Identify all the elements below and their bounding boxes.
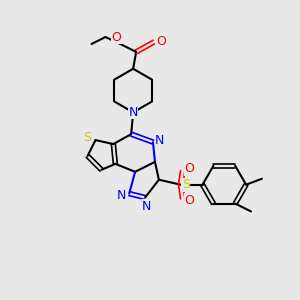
Text: N: N — [117, 189, 126, 202]
Text: S: S — [84, 130, 92, 144]
Text: O: O — [111, 31, 121, 44]
Text: O: O — [185, 194, 195, 207]
Text: N: N — [141, 200, 151, 213]
Text: O: O — [156, 34, 166, 47]
Text: S: S — [182, 178, 190, 191]
Text: O: O — [185, 162, 195, 175]
Text: N: N — [128, 106, 138, 119]
Text: N: N — [155, 134, 165, 147]
